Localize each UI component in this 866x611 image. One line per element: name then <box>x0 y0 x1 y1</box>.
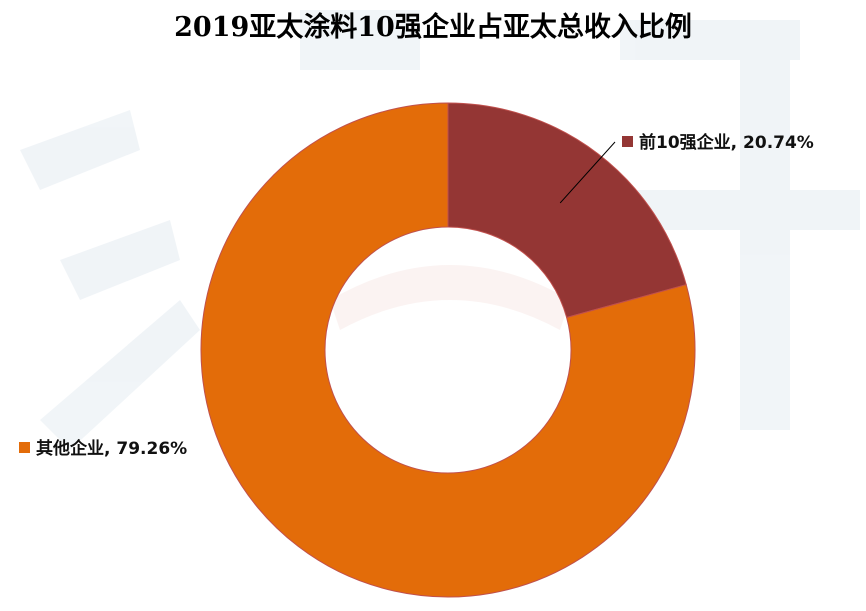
data-label-1: 前10强企业, 20.74% <box>639 132 814 153</box>
data-label-2: 其他企业, 79.26% <box>36 438 187 459</box>
donut-slice-2 <box>200 102 696 598</box>
label-marker-2 <box>19 442 30 453</box>
label-marker-1 <box>622 136 633 147</box>
watermark-logo <box>20 10 860 450</box>
leader-line-1 <box>559 141 616 204</box>
chart-title: 2019亚太涂料10强企业占亚太总收入比例 <box>174 11 692 43</box>
donut-slice-1 <box>447 102 687 319</box>
